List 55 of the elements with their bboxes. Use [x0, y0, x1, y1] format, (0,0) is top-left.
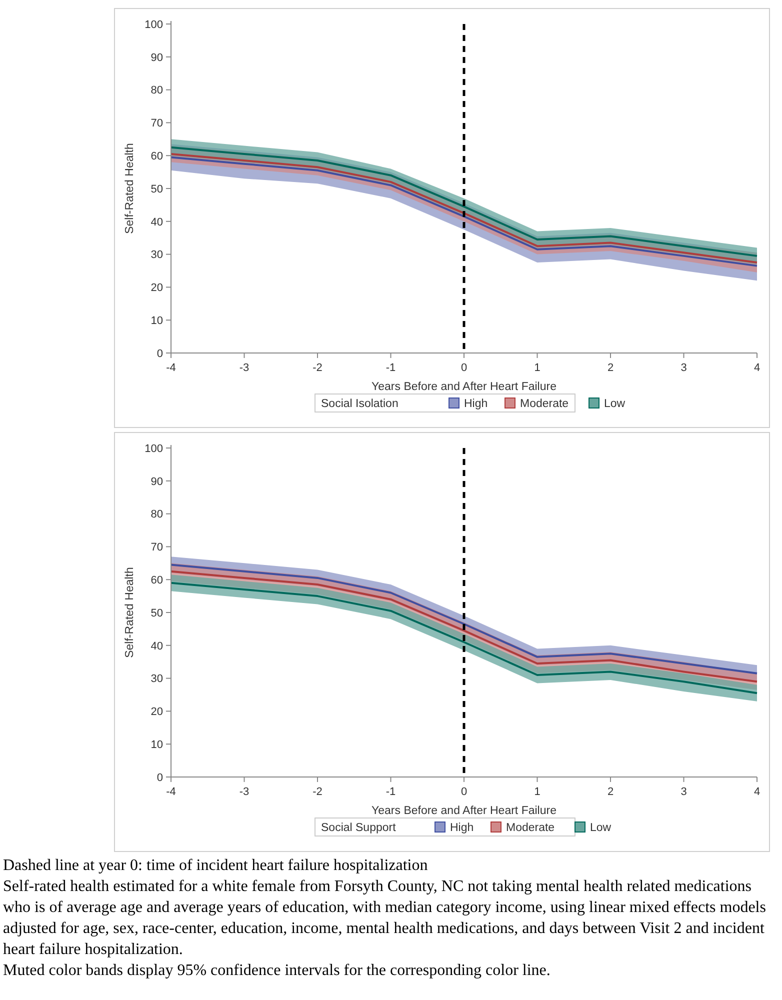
- x-tick-label: -3: [239, 786, 250, 798]
- text: Dashed line at year 0: time of incident heart failure hospitalization: [3, 856, 429, 876]
- y-tick-label: 60: [150, 150, 163, 162]
- y-tick-label: 70: [150, 542, 163, 554]
- legend-title: Social Isolation: [321, 398, 398, 410]
- x-tick-label: 3: [680, 786, 687, 798]
- x-tick-label: 3: [680, 362, 687, 374]
- x-tick-label: -1: [386, 362, 396, 374]
- x-tick-label: 0: [460, 362, 468, 374]
- y-tick-label: 30: [150, 673, 163, 686]
- y-tick-label: 50: [150, 607, 163, 620]
- legend-label: Low: [604, 398, 626, 410]
- x-tick-label: -2: [312, 786, 322, 798]
- legend-label: Moderate: [520, 398, 569, 410]
- y-tick-label: 20: [150, 706, 163, 718]
- y-axis-title: Self-Rated Health: [124, 143, 136, 234]
- x-tick-label: -3: [239, 362, 250, 374]
- legend-label: Moderate: [506, 822, 555, 834]
- x-tick-label: -4: [166, 362, 176, 374]
- y-tick-label: 10: [150, 738, 163, 751]
- x-tick-label: 4: [754, 786, 760, 798]
- y-tick-label: 100: [144, 442, 163, 455]
- y-tick-label: 10: [150, 314, 163, 327]
- y-tick-label: 40: [150, 640, 163, 652]
- y-tick-label: 80: [150, 508, 163, 521]
- x-tick-label: -2: [312, 362, 322, 374]
- text: Muted color bands display 95% confidence intervals for the corresponding color line.: [3, 961, 552, 981]
- y-axis-title: Self-Rated Health: [124, 567, 136, 658]
- legend-label: High: [450, 822, 474, 834]
- x-tick-label: 4: [754, 362, 760, 374]
- y-tick-label: 100: [144, 18, 163, 31]
- x-tick-label: 1: [534, 786, 540, 798]
- y-tick-label: 20: [150, 282, 163, 294]
- y-tick-label: 0: [156, 348, 163, 360]
- x-tick-label: 0: [460, 786, 468, 798]
- text: Self-rated health estimated for a white female from Forsyth County, NC not taking mental health related medications who is of average age and average years of education, with median category income, using linear mixed effects models adjusted for age, sex, race-center, education, income, mental health medications, and days between Visit 2 and incident heart failure hospitalization.: [3, 877, 767, 960]
- y-tick-label: 40: [150, 216, 163, 228]
- legend-label: High: [464, 398, 488, 410]
- y-tick-label: 70: [150, 118, 163, 130]
- y-tick-label: 80: [150, 84, 163, 97]
- y-tick-label: 50: [150, 183, 163, 196]
- x-axis-title: Years Before and After Heart Failure: [372, 381, 556, 393]
- y-tick-label: 0: [156, 772, 163, 784]
- x-tick-label: 2: [607, 786, 614, 798]
- legend-label: Low: [590, 822, 612, 834]
- x-tick-label: -1: [386, 786, 396, 798]
- x-tick-label: -4: [166, 786, 176, 798]
- y-tick-label: 30: [150, 249, 163, 262]
- y-tick-label: 60: [150, 574, 163, 586]
- y-tick-label: 90: [150, 52, 163, 64]
- x-tick-label: 1: [534, 362, 540, 374]
- x-tick-label: 2: [607, 362, 614, 374]
- x-axis-title: Years Before and After Heart Failure: [372, 805, 556, 817]
- legend-title: Social Support: [321, 822, 397, 834]
- y-tick-label: 90: [150, 476, 163, 488]
